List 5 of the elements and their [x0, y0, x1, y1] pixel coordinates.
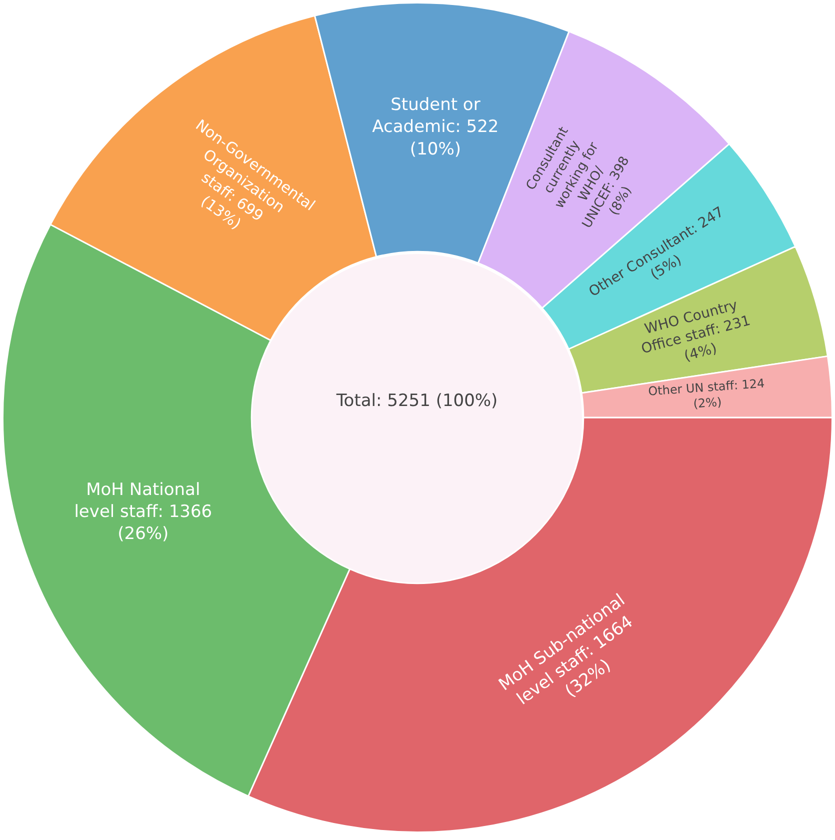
- slice-label: MoH National level staff: 1366 (26%): [74, 480, 212, 544]
- slice-label: Other UN staff: 124 (2%): [648, 376, 766, 411]
- slice-label: Student or Academic: 522 (10%): [372, 95, 499, 160]
- text: Total: 5251 (100%): [335, 390, 499, 413]
- slice-label: WHO Country Office staff: 231 (4%): [640, 297, 752, 365]
